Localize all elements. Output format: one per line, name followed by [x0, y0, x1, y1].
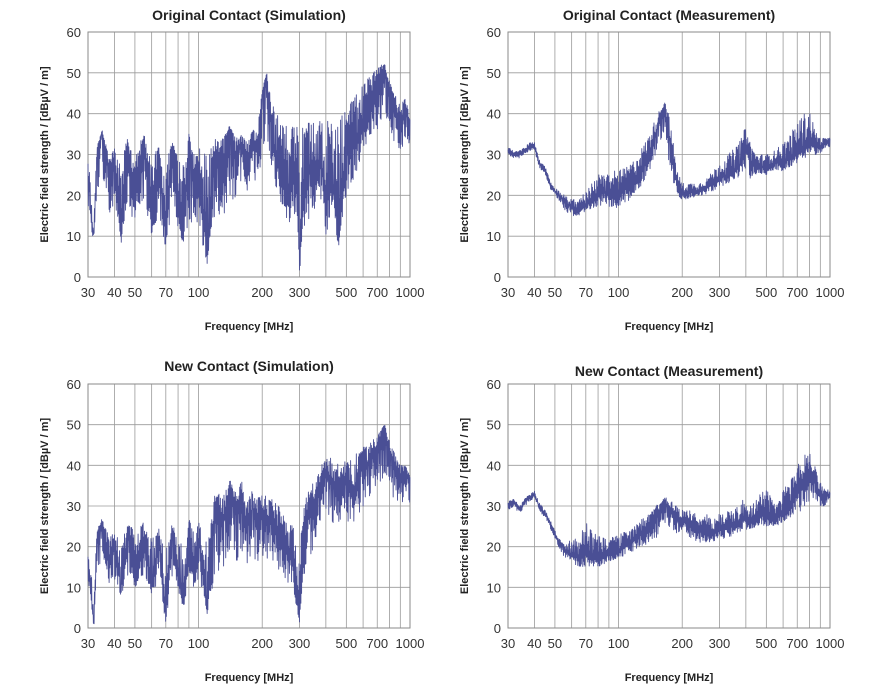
x-tick-label: 70 [579, 636, 593, 651]
chart-title: Original Contact (Simulation) [152, 7, 346, 23]
y-tick-label: 50 [487, 66, 501, 81]
x-axis-label: Frequency [MHz] [625, 321, 714, 333]
panel-original-simulation: Original Contact (Simulation) 0 10 20 30 40 50… [39, 7, 424, 333]
plot-frame [87, 383, 411, 629]
y-tick-label: 0 [494, 270, 501, 285]
y-tick-label: 30 [487, 499, 501, 514]
y-axis-label: Electric field strength / [dBµV / m] [39, 66, 51, 243]
x-tick-label: 200 [251, 636, 273, 651]
x-tick-label: 70 [159, 285, 173, 300]
x-tick-label: 30 [501, 636, 515, 651]
x-tick-label: 1000 [396, 636, 425, 651]
x-tick-label: 500 [755, 636, 777, 651]
y-tick-label: 40 [67, 458, 81, 473]
x-tick-label: 300 [289, 636, 311, 651]
x-tick-label: 200 [671, 285, 693, 300]
x-tick-label: 200 [671, 636, 693, 651]
x-tick-label: 40 [107, 285, 121, 300]
y-tick-label: 60 [67, 377, 81, 392]
panel-original-measurement: Original Contact (Measurement) 0 10 20 30 40 5… [459, 7, 844, 333]
y-tick-label: 20 [67, 188, 81, 203]
x-tick-label: 500 [335, 285, 357, 300]
y-tick-label: 10 [487, 229, 501, 244]
panel-new-measurement: New Contact (Measurement) 0 10 20 30 40 50 60 30… [459, 363, 844, 684]
y-tick-label: 0 [74, 270, 81, 285]
y-tick-label: 60 [487, 377, 501, 392]
x-tick-label: 1000 [396, 285, 425, 300]
x-tick-label: 300 [289, 285, 311, 300]
y-tick-label: 10 [67, 229, 81, 244]
x-tick-label: 70 [159, 636, 173, 651]
x-tick-label: 700 [786, 285, 808, 300]
x-tick-label: 100 [608, 636, 630, 651]
y-tick-label: 10 [67, 580, 81, 595]
x-tick-label: 70 [579, 285, 593, 300]
x-tick-label: 100 [188, 285, 210, 300]
x-tick-label: 30 [81, 285, 95, 300]
series-line [507, 102, 831, 217]
x-tick-label: 100 [608, 285, 630, 300]
y-tick-label: 60 [487, 25, 501, 40]
x-tick-label: 40 [527, 285, 541, 300]
x-tick-label: 50 [128, 636, 142, 651]
plot-frame [507, 31, 831, 278]
x-axis-label: Frequency [MHz] [205, 672, 294, 684]
x-tick-label: 300 [709, 636, 731, 651]
y-tick-label: 30 [67, 148, 81, 163]
y-tick-label: 30 [67, 499, 81, 514]
y-tick-label: 0 [74, 621, 81, 636]
x-axis-label: Frequency [MHz] [625, 672, 714, 684]
x-tick-label: 700 [786, 636, 808, 651]
y-tick-label: 40 [487, 107, 501, 122]
y-tick-label: 50 [487, 418, 501, 433]
y-tick-label: 10 [487, 580, 501, 595]
chart-title: Original Contact (Measurement) [563, 7, 775, 23]
chart-title: New Contact (Measurement) [575, 363, 763, 379]
x-tick-label: 50 [548, 636, 562, 651]
x-tick-label: 100 [188, 636, 210, 651]
plot-frame [87, 31, 411, 278]
x-tick-label: 40 [527, 636, 541, 651]
x-tick-label: 50 [548, 285, 562, 300]
x-tick-label: 500 [755, 285, 777, 300]
x-tick-label: 1000 [816, 636, 845, 651]
chart-title: New Contact (Simulation) [164, 358, 334, 374]
x-tick-label: 300 [709, 285, 731, 300]
y-tick-label: 50 [67, 66, 81, 81]
x-tick-label: 700 [366, 636, 388, 651]
x-tick-label: 50 [128, 285, 142, 300]
y-tick-label: 20 [487, 540, 501, 555]
y-axis-label: Electric field strength / [dBµV / m] [459, 66, 471, 243]
x-tick-label: 30 [81, 636, 95, 651]
y-tick-label: 50 [67, 418, 81, 433]
y-tick-label: 40 [67, 107, 81, 122]
x-tick-label: 40 [107, 636, 121, 651]
series-line [507, 453, 831, 567]
y-tick-label: 20 [487, 188, 501, 203]
y-tick-label: 60 [67, 25, 81, 40]
y-tick-label: 0 [494, 621, 501, 636]
y-tick-label: 40 [487, 458, 501, 473]
series-line [87, 64, 411, 271]
y-tick-label: 20 [67, 540, 81, 555]
x-axis-label: Frequency [MHz] [205, 321, 294, 333]
y-axis-label: Electric field strength / [dBµV / m] [39, 418, 51, 595]
panel-new-simulation: New Contact (Simulation) 0 10 20 30 40 50 60 30 4… [39, 358, 424, 684]
y-axis-label: Electric field strength / [dBµV / m] [459, 418, 471, 595]
series-line [87, 425, 411, 625]
x-tick-label: 200 [251, 285, 273, 300]
x-tick-label: 30 [501, 285, 515, 300]
x-tick-label: 700 [366, 285, 388, 300]
x-tick-label: 500 [335, 636, 357, 651]
y-tick-label: 30 [487, 148, 501, 163]
x-tick-label: 1000 [816, 285, 845, 300]
